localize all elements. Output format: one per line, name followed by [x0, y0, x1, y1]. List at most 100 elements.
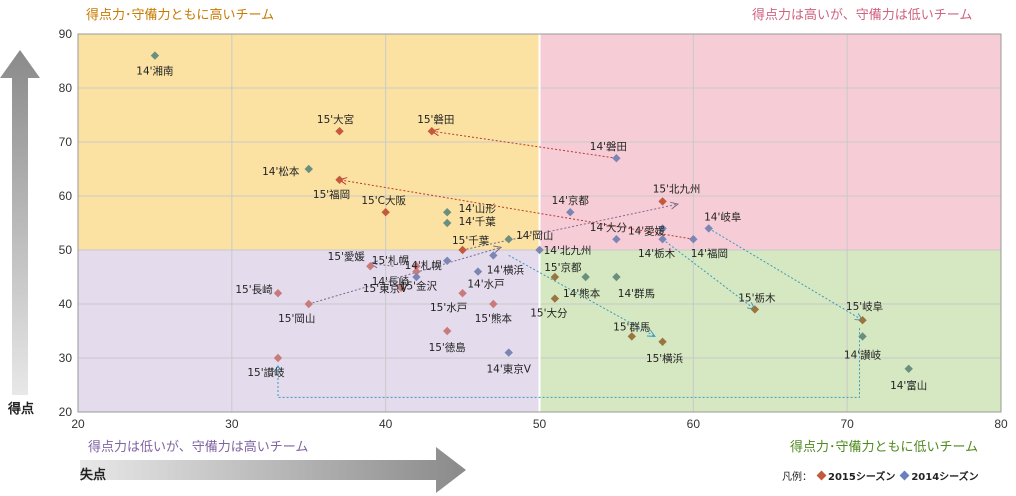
legend-marker-2014	[899, 470, 910, 481]
legend-2014: 2014シーズン	[911, 472, 979, 483]
y-tick-label: 40	[59, 297, 73, 311]
scatter-point	[689, 235, 698, 244]
legend-prefix: 凡例：	[782, 472, 812, 483]
scatter-point	[858, 316, 867, 325]
scatter-point	[443, 326, 452, 336]
y-axis-arrow-icon	[0, 50, 40, 395]
point-label: 14'山形	[459, 203, 497, 215]
quadrant-bottom-left	[78, 250, 540, 412]
scatter-point	[504, 348, 513, 357]
y-tick-label: 80	[59, 81, 73, 95]
x-tick-label: 50	[533, 417, 547, 431]
point-label: 15'C大阪	[361, 194, 406, 207]
point-label: 14'横浜	[487, 263, 525, 276]
point-label: 15'岐阜	[846, 300, 883, 313]
point-label: 15'大分	[530, 307, 568, 320]
point-label: 14'湘南	[136, 65, 173, 78]
data-points	[150, 51, 913, 373]
y-tick-label: 50	[59, 243, 73, 257]
scatter-point	[443, 218, 452, 228]
quadrant-bottom-right	[539, 250, 1001, 412]
scatter-point	[658, 197, 667, 206]
scatter-point	[304, 164, 313, 174]
scatter-point	[704, 224, 713, 233]
transition-arrow	[462, 203, 679, 251]
scatter-point	[150, 51, 160, 60]
scatter-point	[581, 272, 590, 282]
x-axis-title: 失点	[80, 468, 107, 483]
point-label: 15'磐田	[417, 113, 454, 126]
y-tick-label: 70	[59, 135, 73, 149]
y-tick-label: 60	[59, 189, 73, 203]
transition-arrow	[431, 130, 617, 159]
scatter-point	[273, 353, 283, 363]
point-label: 14'岡山	[516, 230, 553, 242]
transition-arrow	[708, 227, 863, 321]
point-label: 15'徳島	[429, 341, 466, 354]
arrowhead-icon	[646, 329, 656, 337]
scatter-point	[366, 262, 375, 271]
scatter-point	[458, 289, 467, 298]
scatter-point	[412, 267, 421, 276]
scatter-point	[627, 332, 636, 341]
legend: 凡例： 2015シーズン 2014シーズン	[782, 468, 979, 483]
point-label: 14'大分	[590, 221, 628, 234]
transition-arrow	[308, 246, 502, 305]
point-label: 15'横浜	[646, 352, 684, 365]
scatter-point	[504, 235, 513, 244]
scatter-point	[412, 262, 421, 271]
point-label: 14'富山	[890, 379, 927, 392]
scatter-point	[612, 272, 621, 282]
point-label: 14'東京V	[487, 363, 532, 376]
scatter-point	[473, 267, 483, 276]
scatter-point	[273, 289, 283, 298]
scatter-point	[750, 305, 760, 314]
legend-2015: 2015シーズン	[828, 472, 896, 483]
quadrant-title-top-right: 得点力は高いが、守備力は低いチーム	[752, 8, 973, 23]
point-label: 14'岐阜	[704, 210, 741, 223]
scatter-point	[612, 154, 621, 163]
scatter-point	[858, 332, 867, 341]
y-axis-title: 得点	[8, 402, 35, 417]
tick-labels: 20 30 40 50 60 70 80 90 20 30 40 50 60 70 80	[59, 27, 1008, 431]
grid-lines	[77, 33, 1002, 413]
point-label: 15'熊本	[475, 312, 513, 325]
x-tick-label: 30	[225, 417, 239, 431]
scatter-point	[381, 208, 390, 217]
quadrant-title-top-left: 得点力･守備力ともに高いチーム	[86, 8, 275, 23]
point-label: 15'岡山	[278, 313, 315, 325]
arrowhead-icon	[493, 245, 503, 254]
x-tick-label: 20	[71, 417, 85, 431]
plot-frame	[77, 33, 1002, 413]
scatter-point	[489, 251, 498, 260]
point-label: 14'長崎	[372, 275, 410, 288]
point-label: 14'北九州	[544, 245, 592, 257]
x-tick-label: 70	[840, 417, 854, 431]
legend-marker-2015	[816, 470, 827, 481]
point-label: 14'札幌	[405, 259, 443, 272]
scatter-point	[458, 245, 467, 255]
point-labels: 15'大宮 15'磐田 15'福岡 15'C大阪 15'千葉 15'北九州 15'長崎 15'…	[136, 65, 927, 392]
point-label: 14'栃木	[638, 247, 676, 260]
point-label: 14'千葉	[459, 215, 497, 228]
x-tick-label: 80	[994, 417, 1008, 431]
point-label: 15'東京V	[363, 282, 408, 295]
y-tick-label: 30	[59, 351, 73, 365]
arrowhead-icon	[273, 365, 283, 373]
scatter-point	[396, 283, 406, 292]
point-label: 15'愛媛	[328, 250, 366, 263]
scatter-point	[658, 235, 667, 244]
scatter-point	[658, 337, 667, 346]
point-label: 14'京都	[552, 194, 590, 207]
x-tick-label: 60	[687, 417, 701, 431]
point-label: 15'大宮	[317, 113, 354, 126]
scatter-point	[566, 208, 575, 217]
point-label: 14'熊本	[563, 287, 601, 300]
x-tick-label: 40	[379, 417, 393, 431]
scatter-point	[550, 294, 560, 303]
scatter-point	[550, 272, 560, 282]
point-label: 15'讃岐	[247, 366, 285, 379]
arrowhead-icon	[670, 201, 680, 210]
scatter-point	[412, 272, 421, 282]
